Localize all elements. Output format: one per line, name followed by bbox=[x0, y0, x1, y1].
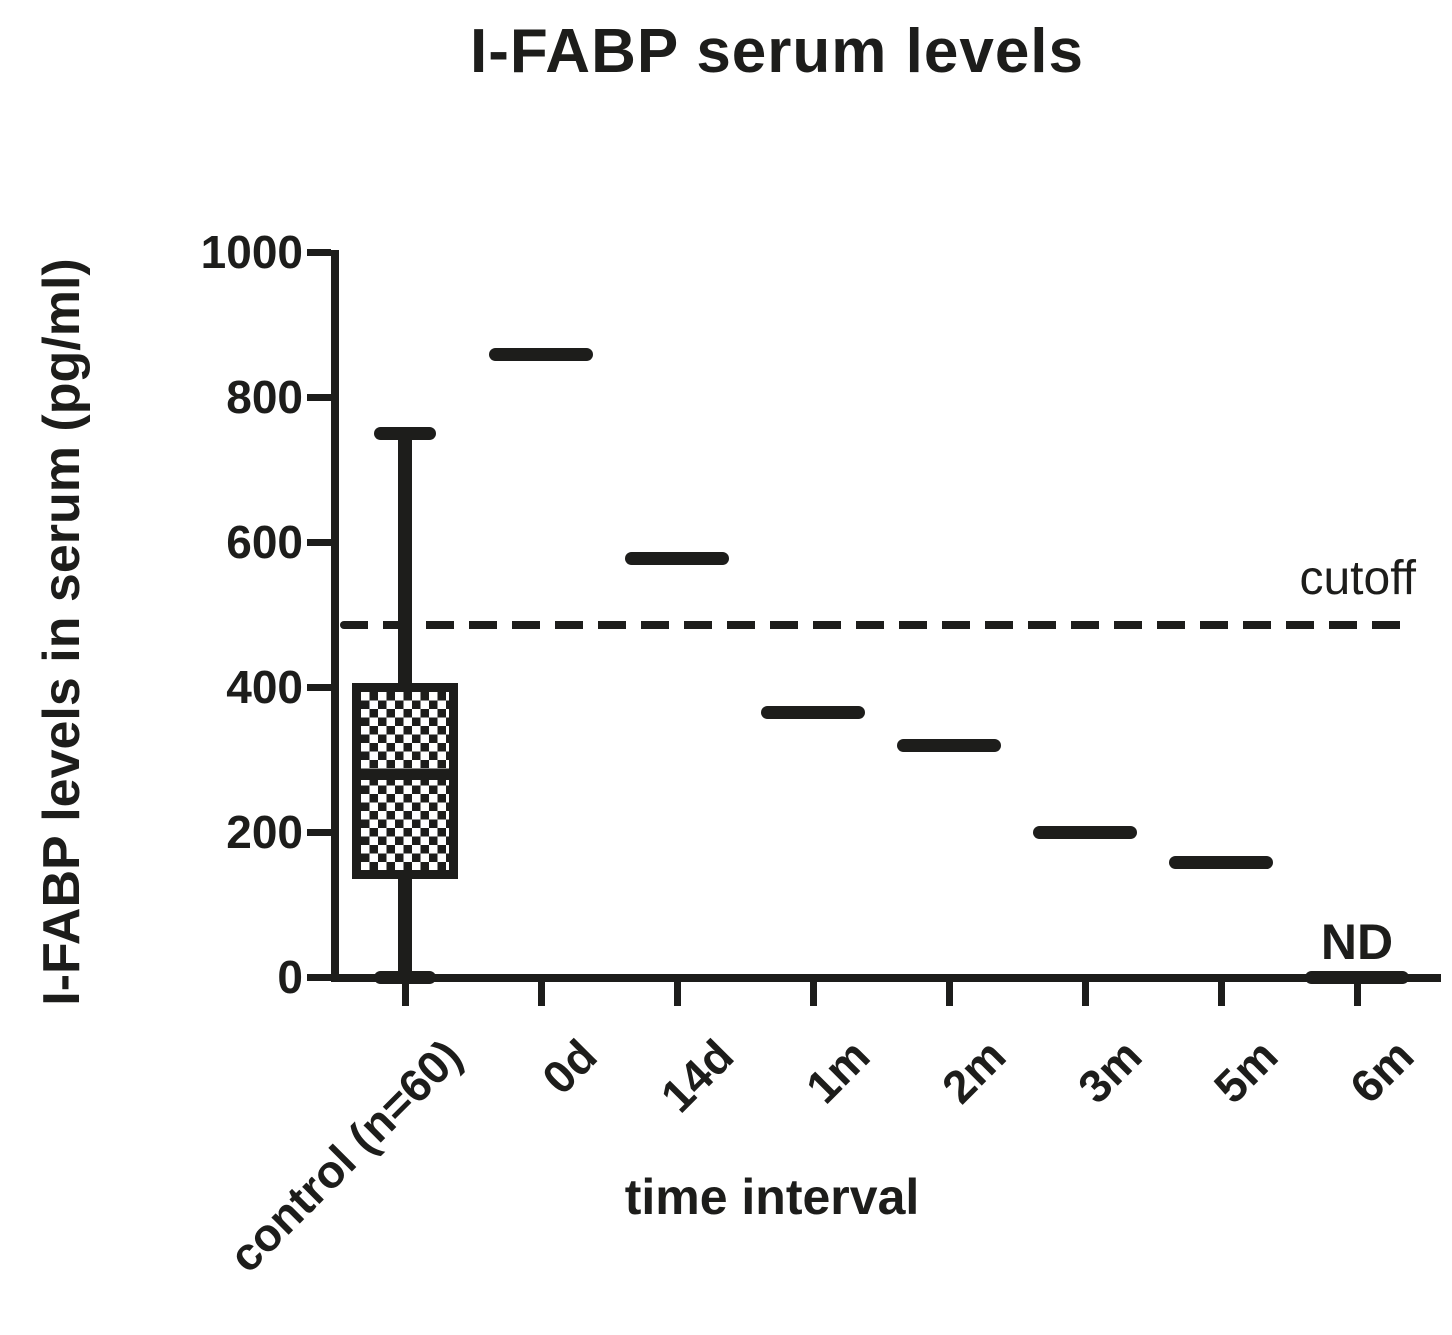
y-axis-tick bbox=[307, 829, 331, 836]
x-axis-tick-label: 5m bbox=[1203, 1029, 1288, 1114]
x-axis-tick bbox=[674, 980, 681, 1006]
x-axis-tick-label: 0d bbox=[532, 1029, 608, 1105]
x-axis-line bbox=[331, 974, 1441, 982]
x-axis-tick bbox=[946, 980, 953, 1006]
box-median-line bbox=[352, 769, 458, 780]
x-axis-tick bbox=[1082, 980, 1089, 1006]
cutoff-line bbox=[340, 621, 1414, 630]
median-line-1m bbox=[761, 706, 865, 720]
x-axis-tick-label: 1m bbox=[795, 1029, 880, 1114]
x-axis-tick bbox=[1218, 980, 1225, 1006]
x-axis-tick-label: 6m bbox=[1339, 1029, 1424, 1114]
x-axis-tick-label: 14d bbox=[650, 1029, 744, 1123]
x-axis-tick-label: 3m bbox=[1067, 1029, 1152, 1114]
x-axis-tick-label: control (n=60) bbox=[218, 1029, 472, 1283]
cutoff-label: cutoff bbox=[1299, 552, 1416, 606]
y-axis-tick bbox=[307, 539, 331, 546]
median-line-3m bbox=[1033, 826, 1137, 839]
y-axis-tick bbox=[307, 974, 331, 981]
y-axis-tick bbox=[307, 684, 331, 691]
y-axis-tick-label: 800 bbox=[226, 371, 303, 423]
y-axis-tick bbox=[307, 394, 331, 401]
box bbox=[352, 683, 458, 880]
y-axis-tick-label: 600 bbox=[226, 516, 303, 568]
median-line-5m bbox=[1169, 856, 1273, 870]
x-axis-title: time interval bbox=[624, 1169, 920, 1225]
y-axis-tick bbox=[307, 249, 331, 256]
nd-label: ND bbox=[1320, 914, 1394, 970]
y-axis-tick-label: 200 bbox=[226, 806, 303, 858]
x-axis-tick bbox=[402, 980, 409, 1006]
x-axis-tick bbox=[1354, 980, 1361, 1006]
y-axis-tick-label: 1000 bbox=[200, 226, 303, 278]
median-line-6m bbox=[1305, 971, 1409, 984]
x-axis-tick bbox=[538, 980, 545, 1006]
whisker-cap-bottom bbox=[374, 971, 436, 984]
y-axis-tick-label: 400 bbox=[226, 661, 303, 713]
y-axis-tick-label: 0 bbox=[277, 951, 303, 1003]
x-axis-tick-label: 2m bbox=[931, 1029, 1016, 1114]
median-line-2m bbox=[897, 739, 1001, 752]
median-line-14d bbox=[625, 551, 729, 565]
median-line-0d bbox=[489, 347, 593, 361]
whisker-cap-top bbox=[374, 427, 436, 441]
chart-title: I-FABP serum levels bbox=[469, 17, 1085, 86]
y-axis-line bbox=[331, 250, 339, 981]
x-axis-tick bbox=[810, 980, 817, 1006]
